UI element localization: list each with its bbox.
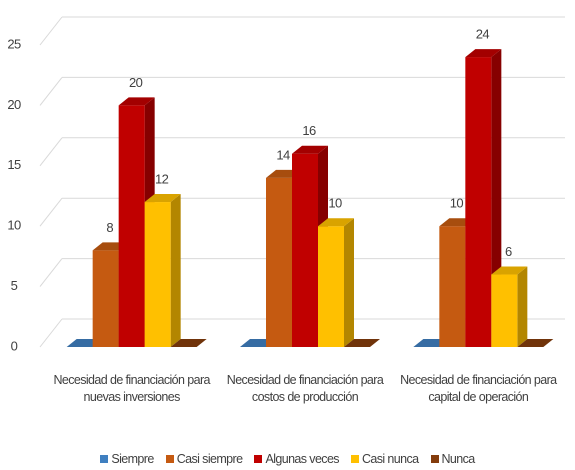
data-label: 8 — [106, 220, 113, 235]
y-tick-label: 0 — [11, 338, 18, 353]
bar-top — [118, 97, 155, 106]
x-tick-label: Necesidad de financiación para capital d… — [400, 373, 557, 404]
bar — [439, 226, 466, 347]
legend-swatch — [165, 455, 174, 463]
legend-label: Siempre — [111, 452, 154, 466]
bar-side — [170, 194, 181, 347]
grid-line-side — [39, 16, 63, 46]
bar-side — [344, 218, 354, 347]
grid-line-side — [39, 258, 63, 287]
data-label: 20 — [129, 75, 143, 90]
legend-item: Nunca — [430, 452, 476, 466]
y-tick-label: 10 — [7, 218, 21, 233]
y-tick-label: 20 — [7, 97, 21, 112]
grid-line-side — [39, 137, 63, 167]
data-label: 10 — [450, 196, 464, 211]
bar — [266, 177, 292, 347]
bar-top — [292, 145, 328, 154]
grid-line-side — [39, 77, 63, 106]
bar — [92, 250, 119, 347]
legend-label: Casi nunca — [361, 452, 419, 466]
bar — [292, 153, 318, 347]
legend-swatch — [100, 455, 109, 463]
bar-top — [517, 339, 554, 347]
data-label: 14 — [276, 147, 290, 162]
x-tick-label: Necesidad de financiación para nuevas in… — [53, 373, 210, 404]
y-tick-label: 5 — [11, 278, 18, 293]
legend-item: Casi siempre — [165, 452, 243, 466]
bar — [318, 226, 344, 347]
legend-label: Casi siempre — [176, 452, 243, 466]
legend-swatch — [254, 455, 263, 463]
grid-line-side — [39, 318, 63, 348]
bar-top — [344, 339, 380, 347]
grid-line-side — [39, 197, 63, 227]
legend-item: Siempre — [100, 452, 154, 466]
y-tick-label: 15 — [7, 157, 21, 172]
data-label: 12 — [155, 171, 169, 186]
bar — [465, 57, 492, 348]
data-label: 24 — [476, 27, 490, 42]
data-label: 10 — [328, 196, 342, 211]
legend-item: Algunas veces — [254, 452, 340, 466]
bar-top — [170, 339, 207, 347]
bar-side — [517, 266, 528, 347]
bar-top — [318, 218, 354, 227]
y-tick-label: 25 — [7, 36, 21, 51]
bar-top — [465, 49, 502, 58]
bar — [491, 274, 518, 347]
legend-swatch — [350, 455, 359, 463]
legend: Siempre Casi siempre Algunas veces Casi nun… — [0, 452, 575, 466]
x-tick-label: Necesidad de financiación para costos de… — [226, 373, 384, 404]
bar-top — [491, 266, 528, 275]
bar — [144, 202, 171, 347]
legend-label: Nunca — [441, 452, 476, 466]
legend-swatch — [430, 455, 439, 463]
legend-label: Algunas veces — [265, 452, 339, 466]
data-label: 6 — [505, 244, 512, 259]
legend-item: Casi nunca — [350, 452, 419, 466]
bar-top — [144, 194, 181, 203]
data-label: 16 — [302, 123, 316, 138]
bar — [118, 105, 145, 348]
